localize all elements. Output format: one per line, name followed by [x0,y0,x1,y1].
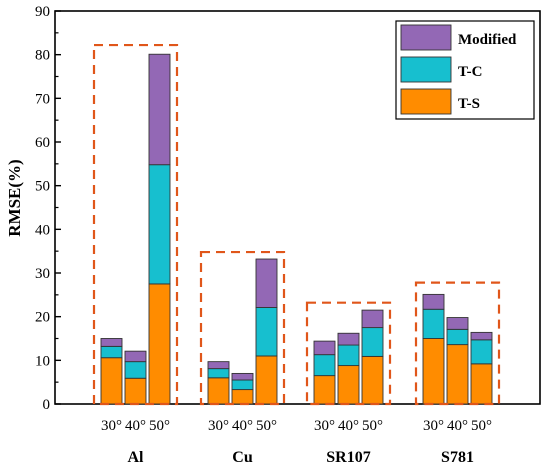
x-tick-label: 30° [314,418,335,434]
x-tick-label: 30° [208,418,229,434]
bar-t-s [361,355,384,405]
bar-modified [148,53,171,166]
bar-modified [446,317,469,330]
bar-modified [422,293,445,310]
bar-t-c [255,307,278,357]
bar-t-c [422,308,445,339]
bar-t-s [207,377,230,405]
y-tick-label: 80 [35,48,50,64]
x-tick-label: 50° [362,418,383,434]
group-box [305,301,392,406]
y-axis-title: RMSE(%) [5,159,24,236]
y-tick-label: 60 [35,135,50,151]
y-tick-label: 20 [35,310,50,326]
bar-t-c [231,379,254,391]
x-tick-label: 40° [447,418,468,434]
legend: Modified T-C T-S [395,20,535,120]
legend-label: Modified [458,32,517,48]
bar-t-c [124,361,147,379]
bar-t-c [313,354,336,377]
bar-modified [100,338,123,347]
bars [100,53,493,405]
y-tick-label: 0 [43,397,51,413]
x-tick-label: 50° [149,418,170,434]
bar-t-s [337,365,360,405]
y-tick-label: 10 [35,353,50,369]
bar-t-c [148,164,171,285]
x-tick-label: 40° [338,418,359,434]
x-tick-label: 40° [232,418,253,434]
x-tick-label: 30° [101,418,122,434]
x-tick-label: 50° [256,418,277,434]
bar-t-s [446,344,469,405]
y-tick-label: 70 [35,91,50,107]
bar-t-s [100,357,123,405]
bar-t-s [313,375,336,405]
x-tick-label: 40° [125,418,146,434]
group-label: SR107 [326,449,370,466]
bar-t-s [470,363,493,405]
bar-t-c [337,344,360,367]
bar-t-s [124,377,147,405]
bar-modified [470,331,493,341]
axes: 0 10 20 30 40 50 60 70 80 90 [35,4,541,413]
legend-swatch [400,24,452,51]
bar-modified [207,361,230,370]
legend-label: T-S [458,96,480,112]
bar-t-c [446,328,469,346]
legend-label: T-C [458,64,482,80]
bar-modified [313,340,336,356]
bar-modified [337,332,360,346]
bar-t-c [470,339,493,365]
group-boxes [92,43,501,406]
bar-t-s [422,338,445,405]
bar-t-c [361,327,384,357]
bar-t-c [100,345,123,359]
y-tick-label: 40 [35,222,50,238]
bar-t-s [148,283,171,405]
group-box [92,43,179,406]
group-label: Cu [232,449,253,466]
group-label: Al [128,449,145,466]
bar-modified [361,309,384,329]
y-tick-label: 90 [35,4,50,20]
bar-t-s [255,355,278,405]
bar-modified [124,350,147,363]
x-tick-label: 30° [423,418,444,434]
group-label: S781 [441,449,474,466]
y-tick-label: 30 [35,266,50,282]
x-tick-label: 50° [471,418,492,434]
group-box [414,281,501,406]
bar-modified [231,372,254,381]
legend-swatch [400,56,452,83]
group-box [199,250,286,406]
bar-t-c [207,368,230,379]
bar-modified [255,258,278,308]
bar-t-s [231,389,254,405]
legend-swatch [400,88,452,115]
y-tick-label: 50 [35,179,50,195]
